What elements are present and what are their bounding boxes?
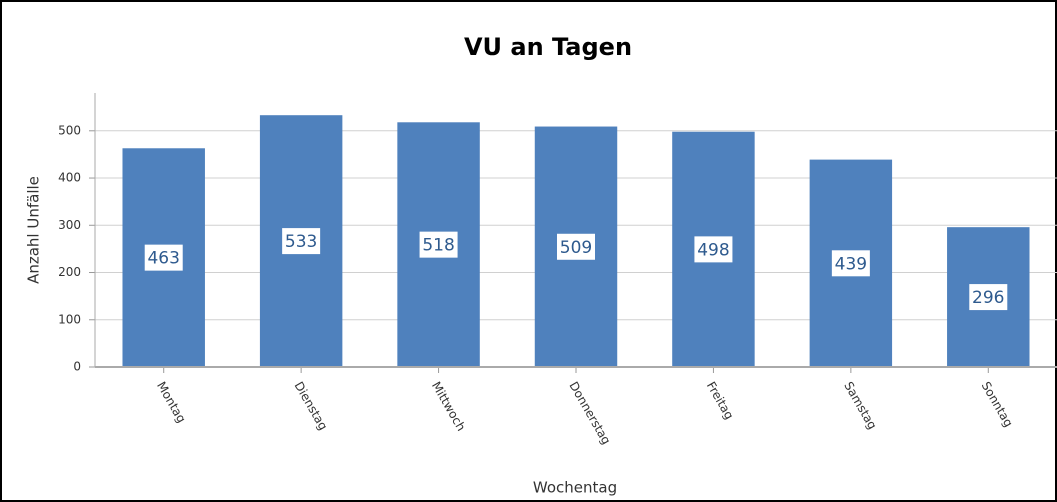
y-tick-label: 0 (73, 360, 81, 374)
y-tick-label: 400 (58, 171, 81, 185)
value-label-box (419, 231, 458, 258)
value-label: 509 (560, 238, 592, 258)
value-label-box (557, 233, 595, 260)
y-axis-label: Anzahl Unfälle (25, 176, 43, 284)
value-label-box (694, 236, 733, 263)
value-label-box (969, 284, 1008, 311)
y-tick-label: 500 (58, 123, 81, 137)
y-tick-label: 100 (58, 312, 81, 326)
value-label: 439 (835, 254, 867, 274)
value-label-box (831, 250, 870, 277)
chart-title: VU an Tagen (464, 33, 632, 61)
value-label: 498 (697, 240, 729, 260)
value-label: 518 (422, 236, 454, 256)
value-label: 296 (972, 288, 1004, 308)
value-label: 533 (285, 232, 317, 252)
y-tick-label: 300 (58, 218, 81, 232)
x-axis-label: Wochentag (533, 479, 617, 497)
value-label-box (282, 228, 321, 255)
value-label: 463 (147, 249, 179, 269)
y-tick-label: 200 (58, 265, 81, 279)
value-label-box (144, 244, 183, 271)
